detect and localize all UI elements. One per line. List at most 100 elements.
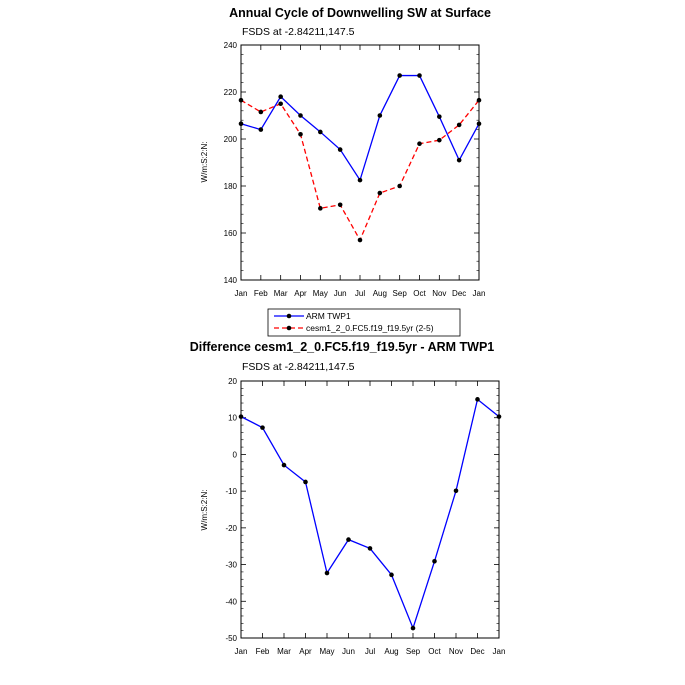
data-point <box>496 414 502 419</box>
data-point <box>258 127 264 132</box>
x-tick-label: Sep <box>393 289 408 298</box>
data-point <box>337 202 343 208</box>
data-point <box>318 206 323 211</box>
x-tick-label: Feb <box>254 289 268 298</box>
data-point <box>337 147 343 152</box>
x-tick-label: Dec <box>470 647 484 656</box>
data-point <box>324 570 330 576</box>
data-point <box>278 94 283 99</box>
data-point <box>417 141 422 146</box>
data-point <box>453 488 459 494</box>
data-point <box>298 132 303 137</box>
y-axis-label: W/m:S:2:N: <box>200 142 209 183</box>
legend-label-arm: ARM TWP1 <box>306 311 351 321</box>
y-tick-label: -10 <box>225 487 237 496</box>
x-tick-label: Jan <box>235 647 248 656</box>
x-tick-label: Jan <box>473 289 486 298</box>
y-tick-label: -40 <box>225 597 237 606</box>
legend-marker-arm <box>286 313 292 319</box>
data-point <box>397 183 402 189</box>
data-point <box>278 101 283 107</box>
chart-title: Difference cesm1_2_0.FC5.f19_f19.5yr - A… <box>190 340 495 354</box>
y-tick-label: 200 <box>224 135 238 144</box>
x-tick-label: May <box>319 647 334 656</box>
x-tick-label: Aug <box>384 647 398 656</box>
data-point <box>357 177 363 183</box>
plot-frame <box>240 380 500 639</box>
annual-cycle-panel: Annual Cycle of Downwelling SW at Surfac… <box>200 6 491 337</box>
data-point <box>437 137 442 143</box>
data-point <box>367 546 373 551</box>
series-line <box>240 74 480 182</box>
data-point <box>456 122 462 128</box>
y-axis-label: W/m:S:2:N: <box>200 490 209 531</box>
data-point <box>357 237 363 243</box>
chart-title: Annual Cycle of Downwelling SW at Surfac… <box>229 6 491 20</box>
data-point <box>476 97 482 103</box>
legend: ARM TWP1 cesm1_2_0.FC5.f19_f19.5yr (2-5) <box>267 308 461 337</box>
data-point <box>258 109 264 115</box>
x-tick-label: Dec <box>452 289 466 298</box>
x-tick-label: Nov <box>449 647 463 656</box>
plot-marks: -50 -40 -30 -20 -10 0 10 20 Jan Feb Mar Apr May Jun Ju… <box>225 377 505 656</box>
x-tick-label: Mar <box>277 647 291 656</box>
x-tick-label: Jul <box>355 289 365 298</box>
data-point <box>389 572 394 578</box>
x-tick-label: Nov <box>432 289 446 298</box>
data-point <box>432 558 437 564</box>
x-tick-label: Jul <box>365 647 375 656</box>
x-tick-label: Apr <box>294 289 307 298</box>
x-tick-label: Oct <box>413 289 426 298</box>
y-tick-label: 20 <box>228 377 237 386</box>
data-point <box>238 121 244 127</box>
series-line <box>240 99 480 242</box>
x-tick-label: Mar <box>274 289 288 298</box>
y-tick-label: 10 <box>228 414 237 423</box>
y-tick-label: 220 <box>224 88 238 97</box>
plot-frame <box>240 44 480 281</box>
data-point <box>260 425 265 430</box>
data-point <box>456 157 462 163</box>
legend-label-cesm: cesm1_2_0.FC5.f19_f19.5yr (2-5) <box>306 323 434 333</box>
data-point <box>238 414 244 419</box>
x-tick-label: Oct <box>428 647 441 656</box>
y-tick-label: 240 <box>224 41 238 50</box>
difference-panel: Difference cesm1_2_0.FC5.f19_f19.5yr - A… <box>190 340 506 656</box>
y-tick-label: -20 <box>225 524 237 533</box>
data-point <box>475 397 480 402</box>
data-point <box>417 73 422 78</box>
x-tick-label: Jun <box>342 647 355 656</box>
legend-marker-cesm <box>286 325 292 331</box>
x-tick-label: Jan <box>493 647 506 656</box>
x-tick-label: Jan <box>235 289 248 298</box>
x-tick-label: Sep <box>406 647 421 656</box>
data-point <box>377 190 383 196</box>
data-point <box>281 462 287 468</box>
data-point <box>476 121 482 127</box>
data-point <box>298 113 303 118</box>
chart-subtitle: FSDS at -2.84211,147.5 <box>242 26 355 38</box>
legend-box <box>267 308 461 337</box>
data-point <box>238 97 244 103</box>
data-point <box>377 113 383 118</box>
data-point <box>346 537 351 542</box>
x-tick-label: Feb <box>256 647 270 656</box>
data-point <box>437 114 442 119</box>
y-tick-label: -50 <box>225 634 237 643</box>
x-tick-label: Aug <box>373 289 387 298</box>
plot-marks: 140 160 180 200 220 240 Jan Feb Mar Apr May Jun Jul A… <box>224 41 486 298</box>
y-tick-label: 160 <box>224 229 238 238</box>
x-tick-label: Jun <box>334 289 347 298</box>
y-tick-label: 180 <box>224 182 238 191</box>
data-point <box>397 73 402 78</box>
data-point <box>303 479 308 485</box>
x-tick-label: May <box>313 289 328 298</box>
data-point <box>410 625 416 631</box>
y-tick-label: 140 <box>224 276 238 285</box>
y-tick-label: -30 <box>225 561 237 570</box>
chart-subtitle: FSDS at -2.84211,147.5 <box>242 361 355 373</box>
series-line <box>240 398 500 630</box>
y-tick-label: 0 <box>233 450 238 459</box>
data-point <box>318 129 323 135</box>
